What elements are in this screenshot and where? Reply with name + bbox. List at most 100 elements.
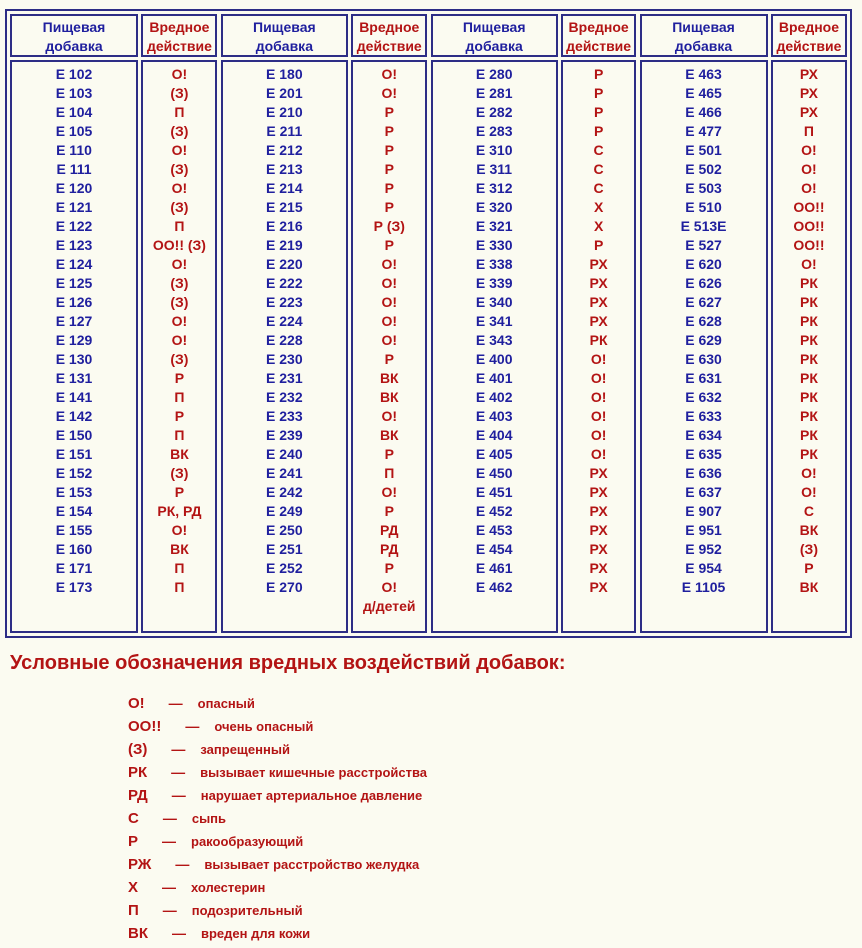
- additive-code: Е 310: [475, 142, 513, 158]
- effect-code: О!: [590, 446, 607, 462]
- additive-code: Е 451: [475, 484, 513, 500]
- effect-code: Р: [593, 123, 604, 139]
- additive-code: Е 463: [685, 66, 722, 82]
- legend-dash: —: [168, 695, 183, 711]
- additive-code: Е 954: [685, 560, 722, 576]
- additive-code: Е 311: [476, 161, 513, 177]
- additive-code: Е 251: [266, 541, 303, 557]
- additive-code: Е 151: [55, 446, 93, 462]
- additive-code: Е 180: [266, 66, 303, 82]
- additive-code: Е 320: [475, 199, 513, 215]
- effect-code: Р: [384, 199, 394, 215]
- group-1-effect-header: Вредное действие: [141, 14, 218, 57]
- header-line: Пищевая: [253, 19, 316, 35]
- additive-code: Е 312: [475, 180, 513, 196]
- additive-code: Е 124: [55, 256, 93, 272]
- additive-code: Е 210: [266, 104, 303, 120]
- legend-item: П — подозрительный: [128, 902, 862, 925]
- legend-code: РЖ: [128, 856, 152, 873]
- effect-code: РД: [380, 541, 399, 557]
- legend-code: РК: [128, 764, 148, 781]
- legend-label: очень опасный: [214, 719, 314, 734]
- additive-code: Е 223: [266, 294, 303, 310]
- group-1-additive-header: Пищевая добавка: [10, 14, 138, 57]
- legend-dash: —: [172, 925, 186, 941]
- group-3-effect-list: Р Р Р Р С С С Х Х Р РХ РХ РХ РХ РК О! О! О! О! О! О! РХ РХ РХ РХ…: [561, 60, 637, 633]
- effect-code: (З): [170, 123, 189, 139]
- group-2-additive-list: Е 180 Е 201 Е 210 Е 211 Е 212 Е 213 Е 214 Е 215…: [220, 60, 348, 633]
- additive-code: Е 404: [475, 427, 513, 443]
- effect-code: Р: [593, 85, 604, 101]
- effect-code: РК: [800, 370, 818, 386]
- effect-code: ВК: [170, 541, 189, 557]
- effect-code: О!: [590, 389, 607, 405]
- effect-code: РК: [800, 294, 818, 310]
- additive-code: Е 282: [475, 104, 513, 120]
- effect-code: П: [174, 560, 185, 576]
- additive-code: Е 453: [475, 522, 513, 538]
- additive-code: Е 465: [685, 85, 722, 101]
- group-3-additive-header: Пищевая добавка: [430, 14, 558, 57]
- additive-code: Е 466: [685, 104, 722, 120]
- additive-code: Е 152: [55, 465, 93, 481]
- header-line: действие: [566, 38, 632, 54]
- legend-code: ОО!!: [128, 718, 162, 735]
- effect-code: РК: [800, 332, 818, 348]
- additive-code: Е 131: [55, 370, 93, 386]
- header-line: Пищевая: [42, 19, 106, 35]
- effect-code: О!: [801, 465, 817, 481]
- additive-code: Е 631: [685, 370, 722, 386]
- additive-code: Е 477: [685, 123, 722, 139]
- effect-code: ОО!!: [793, 218, 825, 234]
- effect-code: (З): [170, 465, 189, 481]
- additive-code: Е 239: [266, 427, 303, 443]
- effect-code: О!: [381, 294, 398, 310]
- effect-code: Р: [384, 503, 394, 519]
- effect-code: Р: [384, 104, 394, 120]
- additive-code: Е 111: [56, 161, 92, 177]
- additive-code: Е 201: [266, 85, 303, 101]
- effect-code: О!: [381, 275, 398, 291]
- legend-dash: —: [162, 810, 177, 826]
- legend-code: П: [128, 902, 139, 919]
- effect-code: РК: [589, 332, 608, 348]
- additive-code: Е 153: [55, 484, 93, 500]
- additive-code: Е 626: [685, 275, 722, 291]
- legend-dash: —: [171, 741, 186, 757]
- legend-code: Х: [128, 879, 139, 896]
- additive-code: Е 633: [685, 408, 722, 424]
- legend-dash: —: [171, 764, 186, 780]
- additive-code: Е 211: [266, 123, 303, 139]
- additive-code: Е 907: [685, 503, 722, 519]
- effect-code: РХ: [799, 85, 819, 101]
- additive-code: Е 122: [55, 218, 93, 234]
- effect-code: П: [174, 104, 185, 120]
- effect-code: РХ: [589, 294, 608, 310]
- additive-code: Е 123: [55, 237, 93, 253]
- effect-code: О!: [801, 484, 817, 500]
- additive-code: Е 461: [475, 560, 513, 576]
- effect-code: (З): [170, 85, 189, 101]
- effect-code: Р: [174, 484, 185, 500]
- header-line: действие: [356, 38, 422, 54]
- legend-code: О!: [128, 695, 145, 712]
- effect-code: О!: [381, 484, 398, 500]
- group-4-additive-column: Пищевая добавка Е 463 Е 465 Е 466 Е 477 Е 50…: [639, 14, 768, 633]
- effect-code: РХ: [589, 579, 608, 595]
- legend-label: вызывает кишечные расстройства: [200, 765, 428, 780]
- effect-code: О!: [381, 579, 398, 595]
- effect-code: О!: [381, 332, 398, 348]
- additive-code: Е 171: [55, 560, 93, 576]
- additive-code: Е 154: [55, 503, 93, 519]
- effect-code: (З): [170, 161, 189, 177]
- effect-code: Р: [593, 66, 604, 82]
- legend-label: подозрительный: [191, 903, 303, 918]
- group-4-additive-list: Е 463 Е 465 Е 466 Е 477 Е 501 Е 502 Е 503 Е 510…: [639, 60, 768, 633]
- additive-code: Е 321: [475, 218, 513, 234]
- additive-code: Е 637: [685, 484, 722, 500]
- additive-code: Е 104: [55, 104, 93, 120]
- legend-item: С — сыпь: [128, 810, 862, 833]
- additive-code: Е 155: [55, 522, 93, 538]
- effect-code: ВК: [170, 446, 189, 462]
- effect-code: РД: [380, 522, 399, 538]
